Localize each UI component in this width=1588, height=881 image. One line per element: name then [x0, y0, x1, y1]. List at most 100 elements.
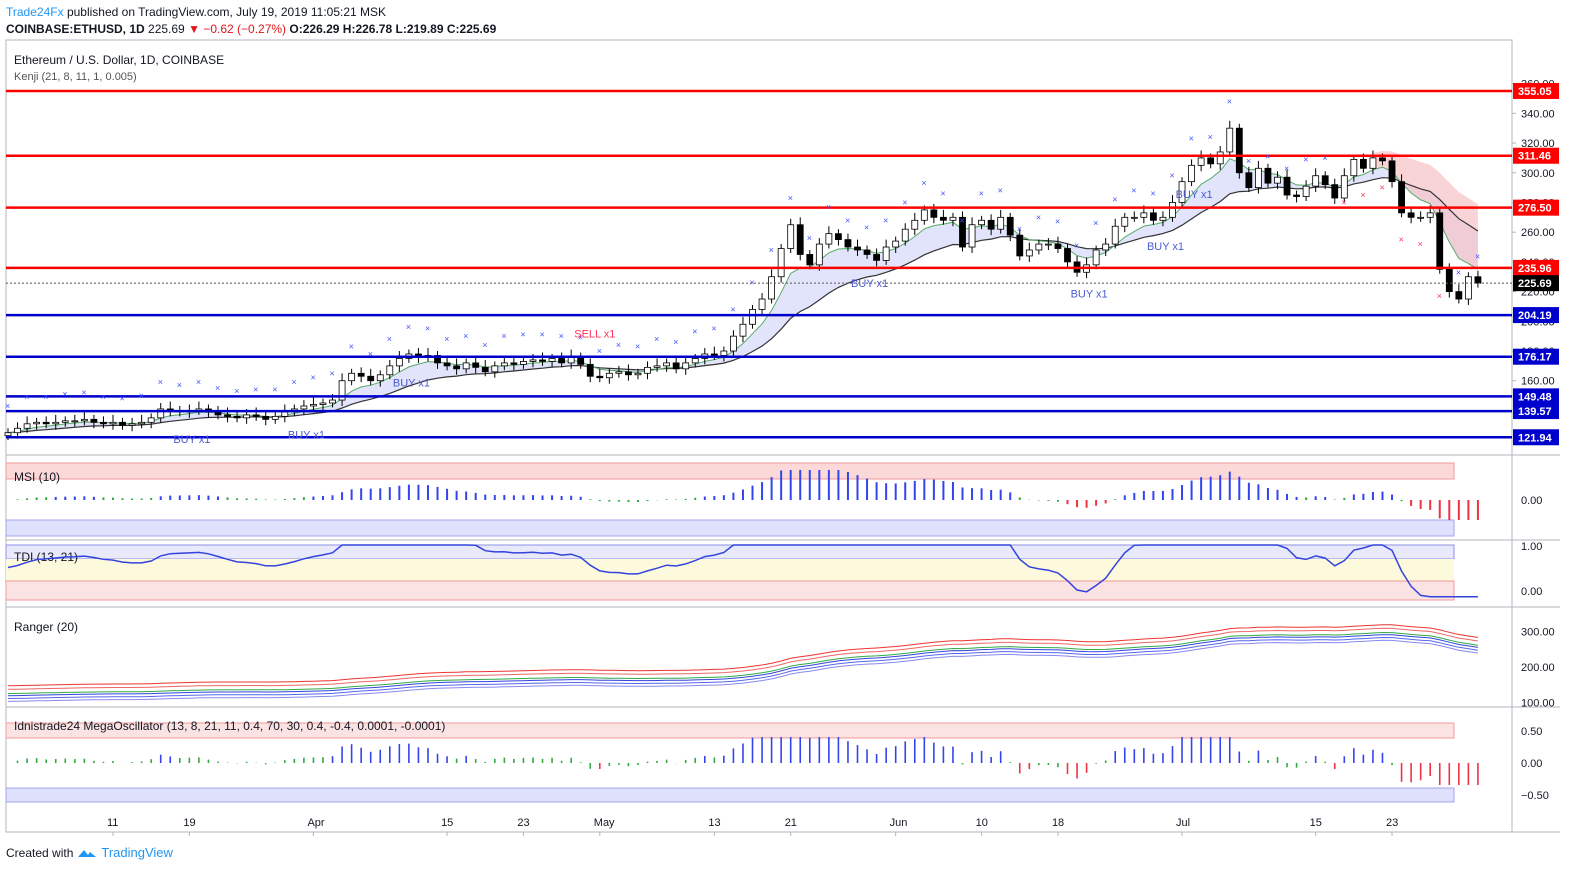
signal-cross: × — [673, 337, 678, 347]
signal-cross: × — [1284, 163, 1289, 173]
candle — [119, 421, 126, 426]
signal-cross: × — [998, 186, 1003, 196]
signal-cross: × — [425, 324, 430, 334]
candle — [1264, 167, 1272, 184]
candle — [262, 415, 270, 420]
candle — [873, 254, 880, 261]
mega-title: Idnistrade24 MegaOscillator (13, 8, 21, … — [14, 719, 445, 733]
candle — [1274, 176, 1281, 184]
level-tag — [1513, 259, 1559, 276]
msi-lower-zone — [5, 519, 1455, 537]
candle — [4, 432, 12, 437]
x-tick-label: 15 — [441, 817, 453, 829]
signal-cross: × — [921, 178, 926, 188]
candle — [348, 372, 356, 382]
signal-cross: × — [864, 223, 869, 233]
candle — [863, 249, 871, 255]
candle — [940, 216, 947, 221]
low-value: L:219.89 — [395, 22, 444, 36]
candle — [758, 298, 766, 310]
signal-cross: × — [1379, 183, 1384, 193]
kenji-slow-line — [7, 177, 1479, 434]
tdi-title: TDI (13, 21) — [14, 550, 78, 564]
candle — [1445, 268, 1453, 292]
signal-cross: × — [826, 202, 831, 212]
signal-cross: × — [1322, 153, 1327, 163]
x-tick-label: May — [594, 817, 615, 829]
signal-cross: × — [807, 233, 812, 243]
signal-cross: × — [196, 377, 201, 387]
level-label: 149.48 — [1518, 391, 1552, 403]
candle — [357, 372, 365, 377]
signal-cross: × — [330, 368, 335, 378]
x-tick-label: Jul — [1176, 817, 1190, 829]
signal-cross: × — [1131, 186, 1136, 196]
ranger-line — [7, 624, 1478, 687]
footer: Created with TradingView — [6, 845, 173, 860]
level-tag — [1513, 388, 1559, 405]
candle — [1045, 243, 1052, 246]
candle — [825, 233, 833, 245]
candle — [605, 372, 613, 379]
candle — [835, 233, 842, 241]
candle — [1207, 157, 1215, 165]
created-with-label: Created with — [6, 845, 74, 860]
candle — [1426, 212, 1434, 218]
last-price: 225.69 — [148, 22, 185, 36]
publisher-name[interactable]: Trade24Fx — [6, 5, 64, 19]
candle — [500, 362, 508, 367]
signal-cross: × — [750, 278, 755, 288]
candle — [252, 414, 260, 417]
chart-title: Ethereum / U.S. Dollar, 1D, COINBASE — [14, 53, 224, 67]
level-tag — [1513, 147, 1559, 164]
level-tag — [1513, 82, 1559, 99]
signal-label: BUY x1 — [288, 430, 325, 442]
candle — [1350, 158, 1358, 177]
candle — [920, 209, 928, 221]
ranger-y-label: 200.00 — [1521, 662, 1555, 674]
candle — [100, 421, 107, 425]
candle — [109, 421, 117, 425]
candle — [1140, 212, 1148, 218]
level-label: 311.46 — [1518, 151, 1551, 163]
candle — [14, 427, 21, 434]
candle — [1216, 151, 1224, 165]
candle — [596, 375, 604, 379]
candle — [1188, 164, 1195, 183]
last-price-label: 225.69 — [1518, 278, 1552, 290]
candle — [1159, 216, 1167, 221]
candle — [539, 359, 546, 362]
candle — [787, 224, 795, 249]
signal-cross: × — [692, 327, 697, 337]
signal-cross: × — [1074, 241, 1079, 251]
signal-label: SELL x1 — [574, 329, 615, 341]
candle — [329, 399, 336, 404]
tdi-y-label: 0.00 — [1521, 586, 1542, 598]
candle — [281, 411, 289, 417]
candle — [854, 246, 861, 251]
candle — [52, 421, 60, 425]
signal-cross: × — [1055, 217, 1060, 227]
kenji-fast-line — [7, 158, 1479, 434]
candle — [949, 216, 957, 221]
tradingview-link[interactable]: TradingView — [101, 845, 173, 860]
y-tick-label: 160.00 — [1521, 376, 1555, 388]
candle — [1474, 276, 1482, 284]
candle — [1235, 127, 1243, 174]
candle — [768, 276, 775, 300]
candle — [61, 420, 69, 423]
x-tick-label: Jun — [890, 817, 908, 829]
candle — [997, 216, 1005, 230]
candle — [453, 365, 461, 370]
level-tag — [1513, 199, 1559, 216]
signal-cross: × — [520, 330, 525, 340]
mega-y-label: 0.00 — [1521, 758, 1542, 770]
candle — [1331, 184, 1339, 199]
candle — [472, 362, 480, 368]
candle — [395, 358, 403, 367]
candle — [691, 358, 699, 364]
candle — [959, 216, 966, 248]
candle — [1321, 175, 1329, 186]
signal-cross: × — [1112, 194, 1117, 204]
